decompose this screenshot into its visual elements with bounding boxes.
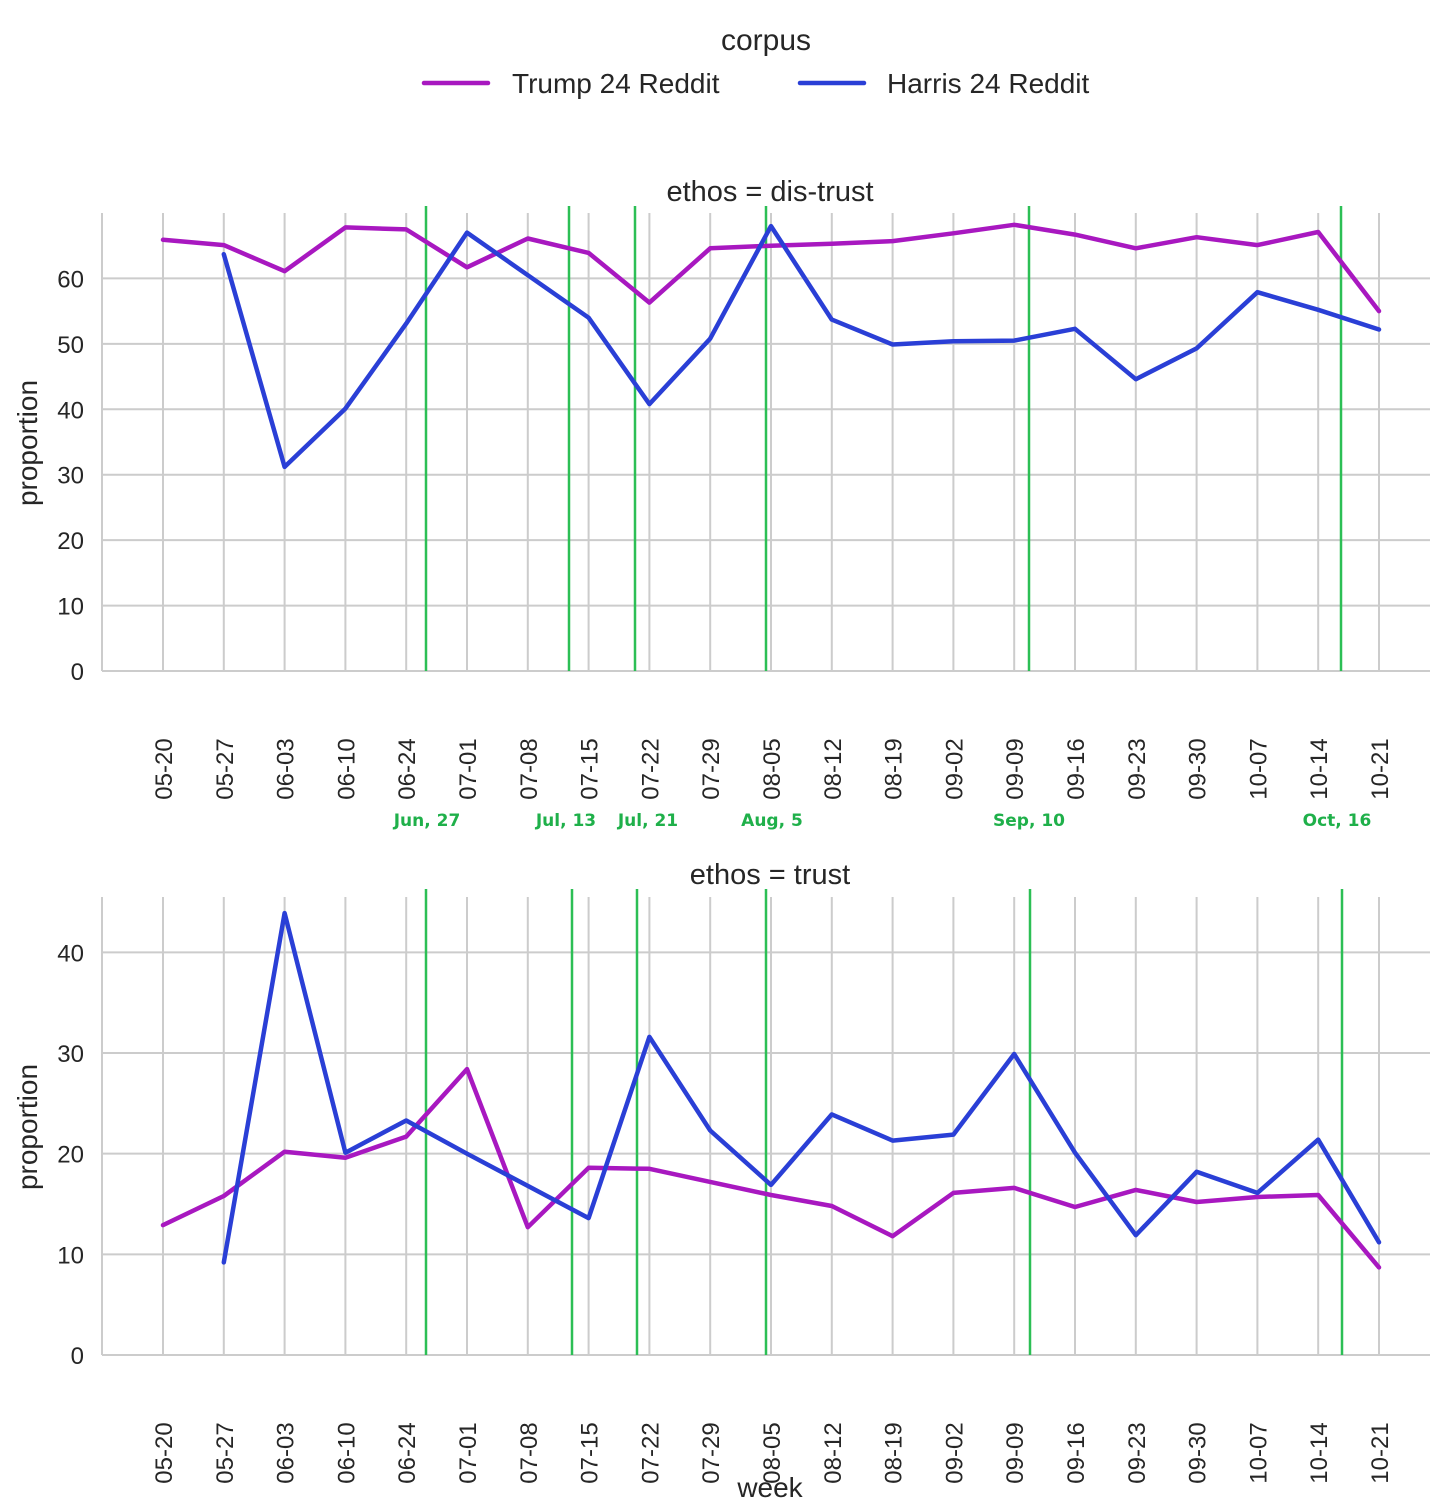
- legend-label-harris: Harris 24 Reddit: [887, 68, 1090, 99]
- legend-title: corpus: [721, 24, 811, 57]
- series-lines: [160, 910, 1382, 1270]
- x-tick-label: 10-07: [1245, 1422, 1272, 1483]
- x-tick-label: 09-09: [1002, 1422, 1029, 1483]
- event-lines: [424, 206, 1343, 671]
- y-tick-label: 50: [57, 332, 84, 359]
- x-tick-label: 09-16: [1063, 1422, 1090, 1483]
- x-tick-label: 10-14: [1306, 738, 1333, 799]
- y-tick-label: 40: [57, 397, 84, 424]
- series-line-trump: [160, 1066, 1382, 1270]
- x-tick-label: 08-12: [820, 1422, 847, 1483]
- x-tick-label: 07-22: [637, 738, 664, 799]
- x-tick-label: 06-10: [333, 738, 360, 799]
- x-tick-label: 10-14: [1306, 1422, 1333, 1483]
- y-axis-title-trust: proportion: [12, 1064, 43, 1190]
- x-tick-labels: 05-20 05-27 06-03 06-10 06-24 07-01 07-08 07-15…: [151, 738, 1394, 799]
- event-label: Jun, 27: [393, 811, 461, 831]
- x-tick-label: 05-27: [212, 1422, 239, 1483]
- legend: corpus Trump 24 Reddit Harris 24 Reddit: [421, 24, 1090, 99]
- x-tick-label: 07-08: [516, 1422, 543, 1483]
- x-tick-label: 05-20: [151, 1422, 178, 1483]
- panel-title-trust: ethos = trust: [690, 859, 850, 891]
- event-labels: Jun, 27 Jul, 13 Jul, 21 Aug, 5 Sep, 10 Oct, 1…: [393, 811, 1372, 831]
- y-tick-label: 30: [57, 1041, 84, 1068]
- y-tick-label: 0: [71, 1343, 84, 1370]
- panel-title-dis-trust: ethos = dis-trust: [666, 176, 873, 208]
- x-tick-label: 07-29: [698, 1422, 725, 1483]
- x-tick-label: 09-23: [1124, 1422, 1151, 1483]
- x-tick-label: 06-24: [394, 1422, 421, 1483]
- x-tick-label: 10-21: [1367, 738, 1394, 799]
- event-lines: [424, 889, 1344, 1355]
- y-tick-label: 0: [71, 659, 84, 686]
- x-tick-label: 08-19: [881, 738, 908, 799]
- x-tick-labels: 05-20 05-27 06-03 06-10 06-24 07-01 07-08 07-15…: [151, 1422, 1394, 1483]
- event-label: Oct, 16: [1303, 811, 1372, 831]
- y-tick-label: 40: [57, 940, 84, 967]
- x-tick-label: 09-09: [1002, 738, 1029, 799]
- x-axis-title-trust: week: [736, 1472, 803, 1503]
- x-tick-label: 08-05: [759, 738, 786, 799]
- x-tick-label: 09-16: [1063, 738, 1090, 799]
- y-tick-label: 20: [57, 1142, 84, 1169]
- x-tick-label: 07-22: [637, 1422, 664, 1483]
- x-tick-label: 06-24: [394, 738, 421, 799]
- x-tick-label: 09-30: [1185, 738, 1212, 799]
- x-tick-label: 09-02: [941, 738, 968, 799]
- x-tick-label: 05-27: [212, 738, 239, 799]
- x-tick-label: 05-20: [151, 738, 178, 799]
- x-tick-label: 07-01: [455, 738, 482, 799]
- event-label: Jul, 21: [617, 811, 678, 831]
- x-tick-label: 10-07: [1245, 738, 1272, 799]
- event-label: Aug, 5: [741, 811, 803, 831]
- y-axis-title-dis-trust: proportion: [12, 380, 43, 506]
- x-tick-label: 06-03: [273, 1422, 300, 1483]
- y-tick-label: 10: [57, 594, 84, 621]
- x-tick-label: 06-03: [273, 738, 300, 799]
- x-tick-label: 07-15: [577, 1422, 604, 1483]
- x-tick-label: 07-29: [698, 738, 725, 799]
- x-tick-label: 06-10: [333, 1422, 360, 1483]
- y-tick-labels: 0 10 20 30 40 50 60: [57, 266, 84, 686]
- x-tick-label: 07-08: [516, 738, 543, 799]
- panel-trust: 0 10 20 30 40 05-20 05-27 06-03 06-10 06-24 07-01…: [12, 859, 1430, 1503]
- x-tick-label: 09-02: [941, 1422, 968, 1483]
- x-tick-label: 09-30: [1185, 1422, 1212, 1483]
- y-tick-label: 10: [57, 1242, 84, 1269]
- legend-label-trump: Trump 24 Reddit: [512, 68, 720, 99]
- y-tick-label: 60: [57, 266, 84, 293]
- series-line-trump: [160, 222, 1382, 314]
- x-tick-label: 07-01: [455, 1422, 482, 1483]
- event-label: Sep, 10: [993, 811, 1065, 831]
- x-tick-label: 08-19: [881, 1422, 908, 1483]
- series-line-harris: [221, 910, 1382, 1265]
- y-tick-labels: 0 10 20 30 40: [57, 940, 84, 1370]
- x-tick-label: 09-23: [1124, 738, 1151, 799]
- event-label: Jul, 13: [535, 811, 596, 831]
- x-tick-label: 08-05: [759, 1422, 786, 1483]
- x-tick-label: 10-21: [1367, 1422, 1394, 1483]
- series-lines: [160, 222, 1382, 470]
- y-tick-label: 30: [57, 463, 84, 490]
- x-tick-label: 08-12: [820, 738, 847, 799]
- x-tick-label: 07-15: [577, 738, 604, 799]
- series-line-harris: [221, 223, 1382, 470]
- y-tick-label: 20: [57, 528, 84, 555]
